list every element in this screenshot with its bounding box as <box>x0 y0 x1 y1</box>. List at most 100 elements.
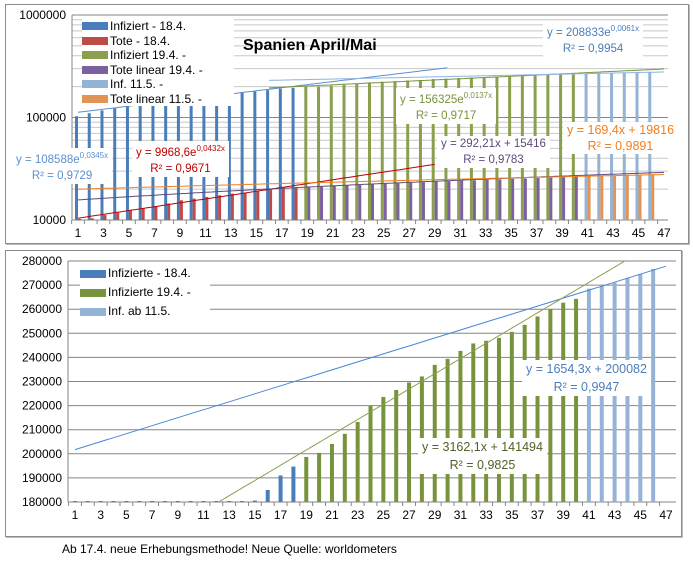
y-tick-label: 220000 <box>22 399 62 413</box>
bar <box>613 175 617 220</box>
legend-label: Tote - 18.4. <box>110 33 171 48</box>
trendline-label: y = 9968,6e0,0432x R² = 0,9671 <box>132 141 229 177</box>
x-tick-label: 21 <box>325 508 339 522</box>
bar <box>179 200 183 220</box>
x-tick-label: 5 <box>123 508 130 522</box>
bar <box>240 92 244 220</box>
bar <box>307 187 311 220</box>
x-tick-label: 25 <box>377 226 391 240</box>
x-tick-label: 1 <box>75 226 82 240</box>
bar <box>116 212 120 220</box>
bar <box>394 389 399 502</box>
x-tick-label: 19 <box>301 226 315 240</box>
y-tick-label: 270000 <box>22 278 62 292</box>
bar <box>587 176 591 220</box>
x-tick-label: 21 <box>326 226 340 240</box>
legend-label: Inf. ab 11.5. <box>108 304 171 318</box>
caption: Ab 17.4. neue Erhebungsmethode! Neue Que… <box>62 542 397 556</box>
bar <box>243 192 247 220</box>
legend-label: Infizierte - 18.4. <box>108 266 191 280</box>
bar <box>192 198 196 220</box>
legend-swatch <box>80 307 106 316</box>
bar <box>471 343 476 502</box>
bar <box>205 196 209 220</box>
x-tick-label: 29 <box>428 226 442 240</box>
bar <box>162 501 167 502</box>
x-tick-label: 3 <box>100 226 107 240</box>
bar <box>227 93 231 220</box>
y-tick-label: 280000 <box>22 254 62 268</box>
legend-item: Tote linear 19.4. - <box>82 63 234 78</box>
bar <box>535 316 540 502</box>
x-tick-label: 7 <box>151 226 158 240</box>
bar <box>137 501 142 502</box>
legend-swatch <box>80 269 106 278</box>
trendline-label: y = 292,21x + 15416 R² = 0,9783 <box>437 136 550 168</box>
bar <box>304 86 308 220</box>
bar <box>125 105 129 220</box>
bar <box>559 74 563 220</box>
trendline <box>77 174 665 190</box>
legend-item: Infiziert - 18.4. <box>82 19 234 34</box>
bar <box>536 177 540 220</box>
x-tick-label: 43 <box>608 508 622 522</box>
bar <box>638 174 642 220</box>
bar <box>230 193 234 220</box>
bar <box>380 81 384 220</box>
x-tick-label: 23 <box>352 226 366 240</box>
legend-swatch <box>82 22 108 31</box>
y-tick-label: 240000 <box>22 350 62 364</box>
bar <box>278 475 283 502</box>
x-tick-label: 37 <box>530 226 544 240</box>
x-tick-label: 13 <box>224 226 238 240</box>
bar <box>111 501 116 502</box>
bar <box>278 88 282 220</box>
bar <box>651 268 656 502</box>
x-tick-label: 33 <box>479 508 493 522</box>
y-tick-label: 100000 <box>26 111 66 125</box>
y-tick-label: 250000 <box>22 326 62 340</box>
trendline <box>74 265 667 451</box>
bar <box>434 181 438 220</box>
bar <box>291 87 295 220</box>
legend-swatch <box>80 288 106 297</box>
x-tick-label: 17 <box>275 226 289 240</box>
x-tick-label: 11 <box>199 226 212 240</box>
bar <box>332 185 336 220</box>
x-tick-label: 39 <box>555 226 569 240</box>
legend-label: Infizierte 19.4. - <box>108 285 191 299</box>
bar <box>549 177 553 220</box>
bar <box>266 90 270 220</box>
x-tick-label: 45 <box>634 508 648 522</box>
x-tick-label: 31 <box>454 508 468 522</box>
y-tick-label: 260000 <box>22 302 62 316</box>
bar <box>625 175 629 220</box>
bar <box>472 180 476 220</box>
bar <box>214 501 219 502</box>
bar <box>227 501 232 502</box>
legend-label: Tote linear 11.5. - <box>110 91 202 106</box>
bar <box>78 219 81 220</box>
bar <box>421 182 425 220</box>
x-tick-label: 11 <box>197 508 210 522</box>
bar <box>269 189 273 220</box>
bar <box>485 179 489 220</box>
bar <box>342 433 347 502</box>
bar <box>368 82 371 221</box>
x-tick-label: 27 <box>403 226 417 240</box>
x-tick-label: 31 <box>453 226 467 240</box>
x-tick-label: 15 <box>250 226 264 240</box>
x-tick-label: 5 <box>126 226 133 240</box>
bar <box>431 79 435 220</box>
x-tick-label: 35 <box>505 508 519 522</box>
bar <box>167 203 171 220</box>
trendline <box>219 260 625 502</box>
trendline-label: y = 156325e0,0137x R² = 0,9717 <box>396 88 497 124</box>
legend-item: Tote linear 11.5. - <box>82 92 234 107</box>
legend-swatch <box>82 36 108 45</box>
bar <box>98 501 103 502</box>
y-tick-label: 190000 <box>22 471 62 485</box>
bar <box>281 188 285 220</box>
bar <box>651 174 655 220</box>
bar <box>265 489 270 502</box>
